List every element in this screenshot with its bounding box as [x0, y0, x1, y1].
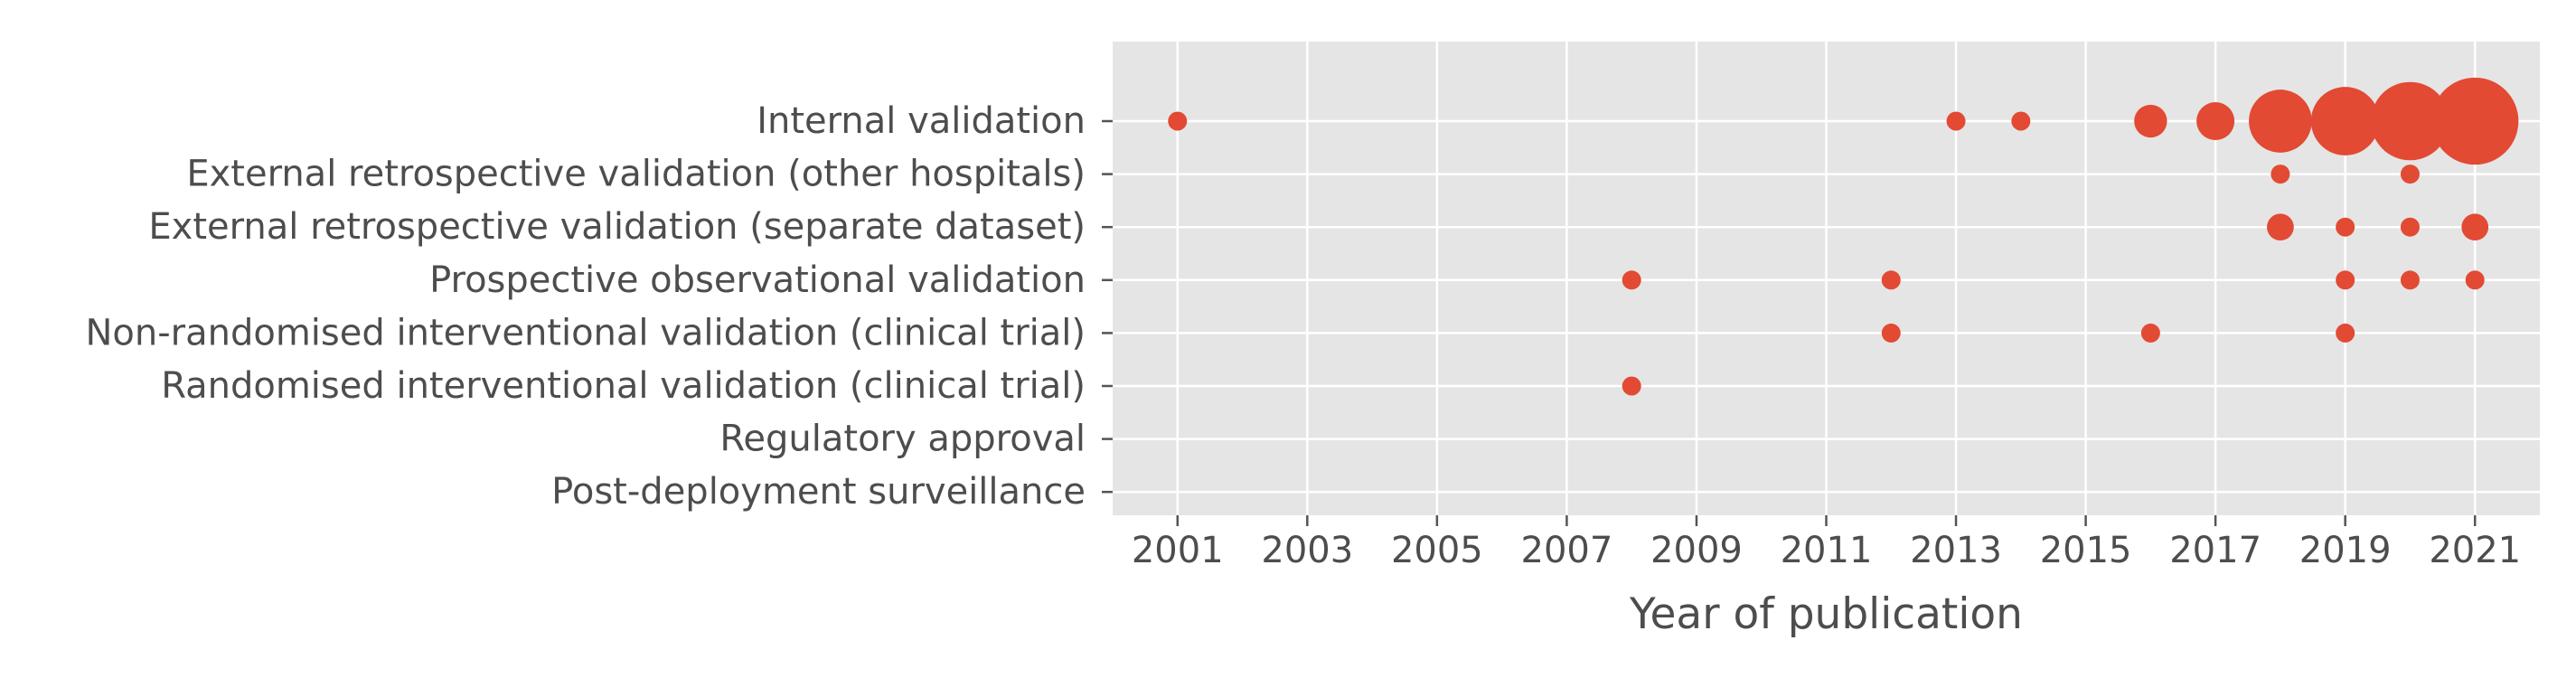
- data-point: [2336, 323, 2355, 343]
- y-tick-label: Randomised interventional validation (cl…: [161, 365, 1086, 407]
- x-axis: 2001 2003 2005 2007 2009 2011 2013 2015 2017 2019…: [1132, 515, 2521, 571]
- data-point: [2400, 165, 2420, 184]
- data-point: [2371, 81, 2449, 161]
- y-axis: Internal validation External retrospectiv…: [85, 100, 1113, 513]
- x-tick-label: 2017: [2169, 530, 2261, 571]
- data-point: [2011, 111, 2031, 131]
- data-point: [2431, 77, 2519, 165]
- data-point: [2267, 213, 2294, 241]
- y-tick-label: External retrospective validation (other…: [186, 154, 1086, 195]
- data-point: [1168, 111, 1188, 131]
- data-point: [2310, 87, 2380, 155]
- x-tick-label: 2009: [1650, 530, 1743, 571]
- data-point: [2140, 323, 2160, 343]
- data-point: [2336, 270, 2355, 290]
- data-point: [2461, 213, 2489, 241]
- x-tick-label: 2015: [2040, 530, 2132, 571]
- data-point: [2134, 104, 2167, 138]
- x-tick-label: 2007: [1521, 530, 1613, 571]
- y-tick-label: Regulatory approval: [719, 419, 1086, 460]
- data-point: [2336, 217, 2355, 237]
- data-point: [2400, 217, 2420, 237]
- x-tick-label: 2005: [1391, 530, 1483, 571]
- y-tick-label: Prospective observational validation: [429, 259, 1086, 301]
- data-points: [1168, 77, 2519, 396]
- data-point: [1946, 111, 1966, 131]
- data-point: [2465, 270, 2485, 290]
- x-tick-label: 2021: [2429, 530, 2521, 571]
- data-point: [2270, 165, 2290, 184]
- y-tick-label: Non-randomised interventional validation…: [85, 312, 1086, 353]
- data-point: [1622, 270, 1641, 290]
- data-point: [2196, 102, 2235, 140]
- data-point: [1881, 323, 1901, 343]
- data-point: [1881, 270, 1901, 290]
- x-tick-label: 2011: [1781, 530, 1873, 571]
- x-tick-label: 2019: [2299, 530, 2392, 571]
- y-tick-label: Post-deployment surveillance: [551, 471, 1086, 513]
- data-point: [1622, 376, 1641, 396]
- x-axis-label: Year of publication: [1629, 589, 2023, 639]
- x-tick-label: 2001: [1132, 530, 1224, 571]
- y-tick-label: External retrospective validation (separ…: [148, 206, 1086, 248]
- x-tick-label: 2003: [1261, 530, 1353, 571]
- y-tick-label: Internal validation: [757, 100, 1086, 142]
- x-tick-label: 2013: [1910, 530, 2002, 571]
- data-point: [2249, 89, 2312, 153]
- data-point: [2400, 270, 2420, 290]
